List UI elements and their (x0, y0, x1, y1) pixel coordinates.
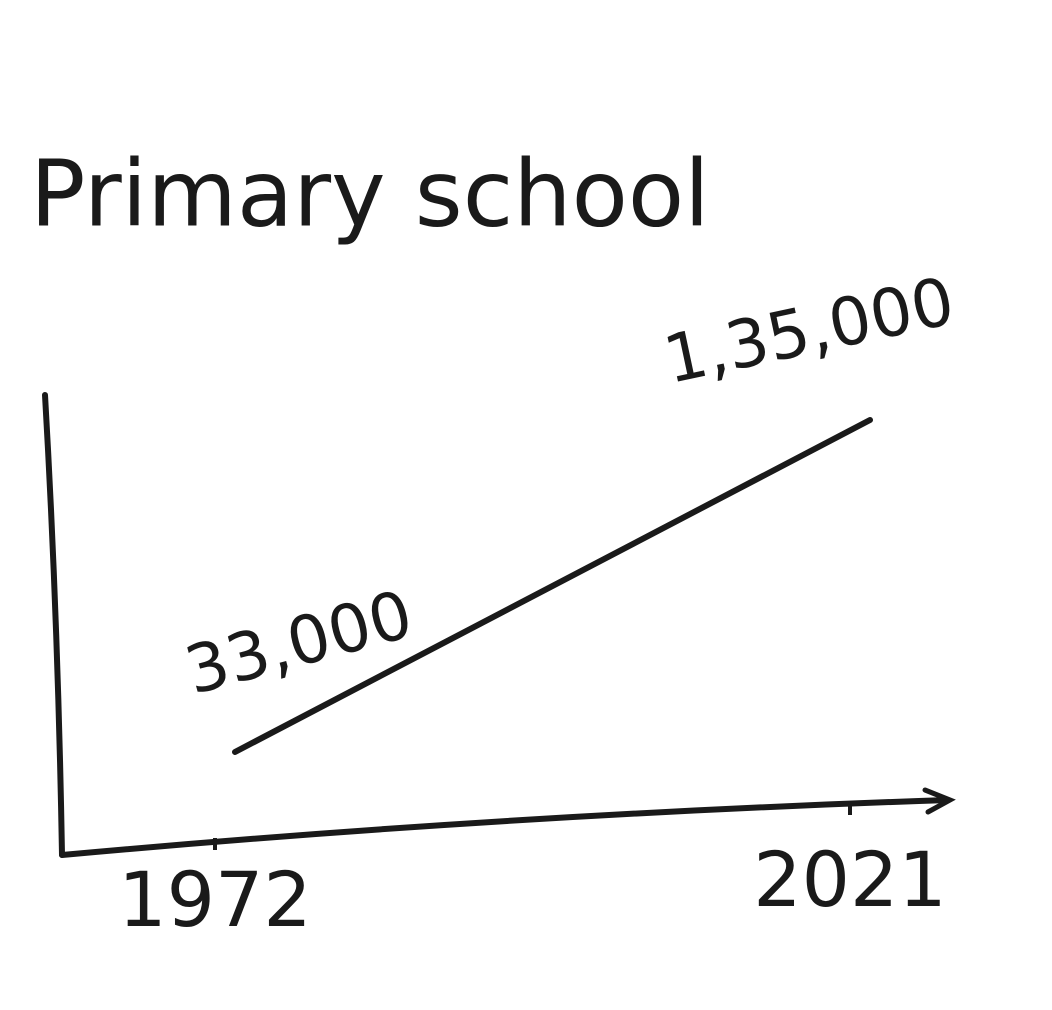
x-tick-label: 2021 (753, 835, 946, 924)
x-tick-label: 1972 (118, 855, 311, 944)
x-axis-arrow (922, 787, 956, 815)
data-line (232, 417, 873, 755)
y-axis (42, 392, 65, 858)
chart-title: Primary school (30, 140, 710, 247)
x-axis (59, 797, 951, 858)
